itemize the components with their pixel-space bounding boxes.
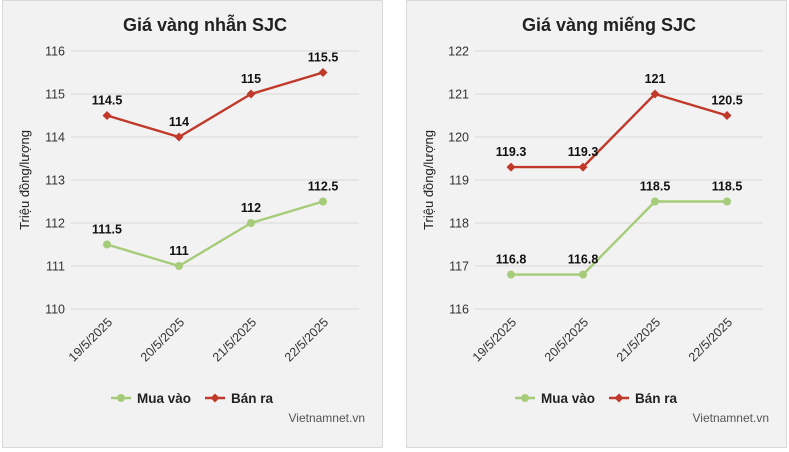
series-line xyxy=(106,200,324,268)
data-point xyxy=(103,240,111,249)
data-label: 115.5 xyxy=(308,51,339,65)
data-point xyxy=(247,219,255,227)
x-tick-label: 21/5/2025 xyxy=(210,315,259,364)
data-label: 120.5 xyxy=(711,94,742,108)
data-point xyxy=(650,89,660,99)
legend-marker xyxy=(117,394,125,402)
data-label: 118.5 xyxy=(640,180,671,194)
data-label: 111.5 xyxy=(92,223,122,237)
data-label: 119.3 xyxy=(496,145,527,159)
y-axis-label: Triệu đồng/lượng xyxy=(421,130,436,230)
legend-label: Mua vào xyxy=(137,391,191,406)
y-tick-label: 120 xyxy=(448,131,469,145)
data-point xyxy=(579,270,587,279)
y-tick-label: 118 xyxy=(449,217,469,231)
legend-marker xyxy=(614,393,624,403)
data-point xyxy=(318,68,328,77)
chart-mieng-svg: Giá vàng miếng SJC 116 117 118 119 120 121 122 T… xyxy=(421,15,770,425)
data-point xyxy=(175,262,183,270)
data-label: 111 xyxy=(169,244,189,258)
legend-marker xyxy=(521,394,529,402)
x-tick-label: 20/5/2025 xyxy=(542,315,591,364)
data-label: 114.5 xyxy=(92,94,123,108)
y-tick-label: 113 xyxy=(45,174,65,188)
y-tick-label: 116 xyxy=(449,303,469,317)
y-axis-label: Triệu đồng/lượng xyxy=(17,130,32,230)
y-tick-label: 114 xyxy=(45,131,65,145)
data-label: 114 xyxy=(169,115,189,129)
x-tick-label: 21/5/2025 xyxy=(614,315,663,364)
legend-label: Bán ra xyxy=(635,391,678,406)
data-point xyxy=(102,111,112,120)
data-point xyxy=(578,162,588,172)
x-tick-label: 20/5/2025 xyxy=(138,315,187,364)
data-label: 119.3 xyxy=(568,145,599,159)
data-point xyxy=(506,162,516,172)
data-label: 112 xyxy=(241,201,261,215)
data-point xyxy=(723,197,731,206)
series-line xyxy=(511,92,728,169)
data-label: 121 xyxy=(645,72,666,86)
data-label: 118.5 xyxy=(712,180,743,194)
chart-panel-mieng: Giá vàng miếng SJC 116 117 118 119 120 121 122 T… xyxy=(406,0,787,448)
data-label: 116.8 xyxy=(568,253,599,267)
y-tick-label: 115 xyxy=(45,88,65,102)
y-tick-label: 116 xyxy=(45,45,65,59)
x-tick-label: 22/5/2025 xyxy=(282,315,331,364)
chart-title: Giá vàng miếng SJC xyxy=(522,15,696,35)
chart-title: Giá vàng nhẫn SJC xyxy=(123,14,287,35)
y-tick-label: 112 xyxy=(45,217,65,231)
legend-marker xyxy=(210,393,220,403)
data-label: 115 xyxy=(241,72,261,86)
source-credit: Vietnamnet.vn xyxy=(693,411,770,425)
x-tick-label: 19/5/2025 xyxy=(470,315,519,364)
y-tick-label: 122 xyxy=(448,45,469,59)
chart-nhan-svg: Giá vàng nhẫn SJC 110 111 112 113 114 115 116 Tr… xyxy=(17,14,366,425)
series-line xyxy=(106,71,324,139)
x-tick-label: 19/5/2025 xyxy=(66,315,115,364)
data-point xyxy=(319,197,327,206)
legend-label: Bán ra xyxy=(231,391,274,406)
data-point xyxy=(246,89,256,99)
y-tick-label: 110 xyxy=(45,303,65,317)
data-label: 112.5 xyxy=(308,180,339,194)
data-point xyxy=(722,111,732,120)
data-point xyxy=(507,270,515,279)
data-point xyxy=(174,132,184,142)
y-tick-label: 121 xyxy=(448,88,469,102)
chart-panel-nhan: Giá vàng nhẫn SJC 110 111 112 113 114 115 116 Tr… xyxy=(2,0,383,448)
series-line xyxy=(511,200,727,276)
x-tick-label: 22/5/2025 xyxy=(686,315,735,364)
data-label: 116.8 xyxy=(496,253,527,267)
data-point xyxy=(651,197,659,206)
y-tick-label: 119 xyxy=(449,174,469,188)
y-tick-label: 111 xyxy=(46,260,65,274)
source-credit: Vietnamnet.vn xyxy=(289,411,366,425)
legend-label: Mua vào xyxy=(541,391,595,406)
y-tick-label: 117 xyxy=(449,260,469,274)
